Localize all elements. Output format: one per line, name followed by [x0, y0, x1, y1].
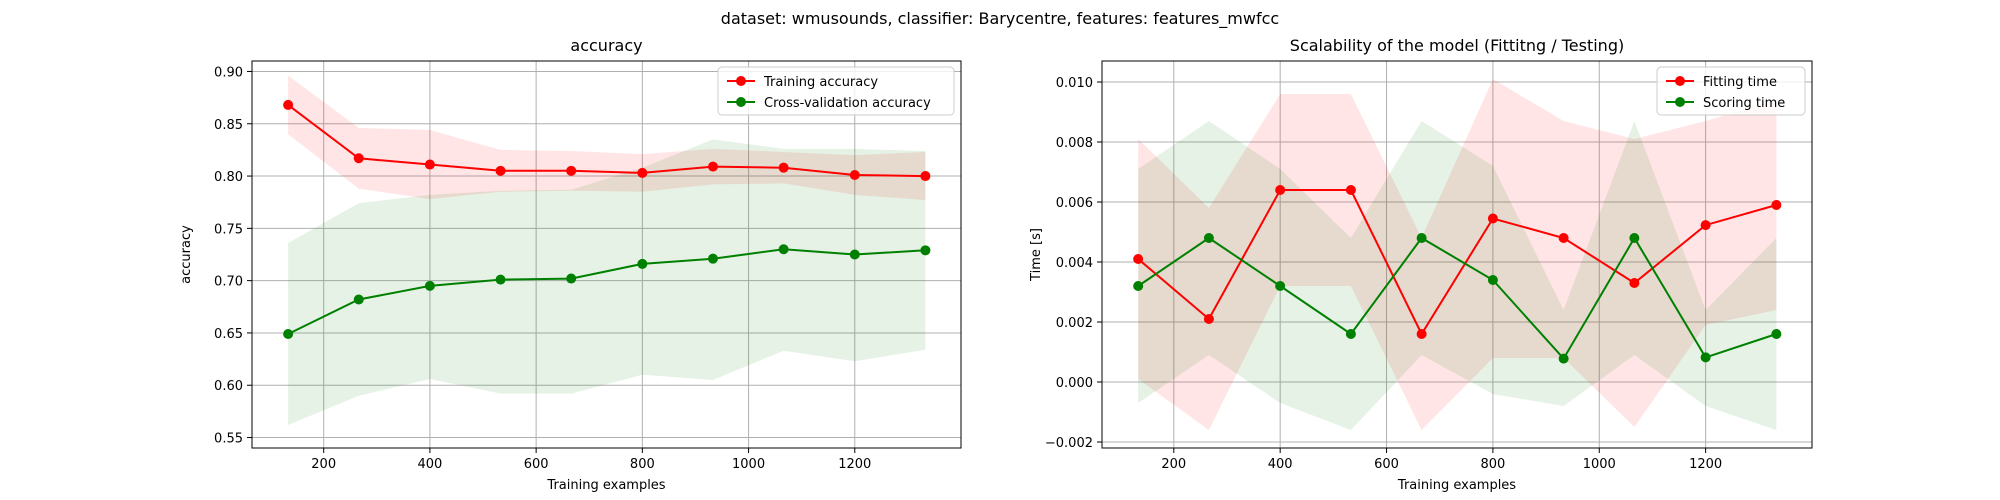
legend: Fitting time Scoring time: [1656, 66, 1806, 116]
data-point: [1345, 185, 1356, 195]
figure-suptitle: dataset: wmusounds, classifier: Barycent…: [721, 9, 1279, 29]
series-line-2: [1137, 236, 1777, 361]
data-point: [778, 244, 789, 255]
y-tick-label: 0.85: [214, 118, 243, 133]
x-axis-label: Training examples: [546, 478, 665, 493]
data-point: [1133, 281, 1144, 291]
legend-label: Scoring time: [1703, 96, 1785, 111]
legend: Training accuracy Cross-validation accura…: [717, 66, 955, 116]
y-tick-label: 0.008: [1056, 136, 1093, 151]
data-point: [1700, 220, 1711, 231]
data-point: [1416, 233, 1427, 243]
data-point: [849, 170, 860, 181]
x-tick-label: 400: [1268, 457, 1293, 472]
x-tick-label: 800: [630, 457, 655, 472]
data-point: [1203, 233, 1214, 243]
y-tick-label: 0.75: [214, 222, 243, 237]
data-point: [920, 245, 931, 256]
data-point: [424, 159, 435, 170]
x-tick-label: 200: [1161, 457, 1186, 472]
y-tick-label: 0.70: [214, 275, 243, 290]
legend-box: [717, 66, 955, 116]
data-point: [637, 167, 648, 178]
data-point: [566, 165, 577, 176]
legend-marker: [736, 97, 746, 107]
x-tick-label: 1000: [1583, 457, 1616, 472]
legend-label: Training accuracy: [763, 75, 878, 90]
legend-label: Cross-validation accuracy: [764, 96, 931, 111]
x-tick-label: 1000: [732, 457, 765, 472]
data-point: [707, 161, 718, 172]
y-tick-label: 0.000: [1056, 376, 1093, 391]
data-point: [1771, 329, 1782, 339]
y-tick-label: 0.55: [214, 432, 243, 447]
data-point: [1133, 254, 1144, 264]
plot-frame: [251, 60, 962, 449]
data-point: [1700, 352, 1711, 363]
data-point: [353, 294, 364, 305]
y-tick-label: 0.006: [1056, 196, 1093, 211]
y-axis-label: accuracy: [179, 225, 194, 284]
x-tick-label: 800: [1480, 457, 1505, 472]
series-line-1: [1137, 189, 1777, 337]
chart-title: accuracy: [570, 36, 642, 55]
data-point: [1416, 329, 1427, 339]
legend-marker: [1675, 97, 1685, 107]
y-tick-label: 0.002: [1056, 316, 1093, 331]
data-point: [283, 99, 294, 110]
series-band-1: [288, 75, 926, 201]
chart-1: 200 400 600 800 1000 1200 0.55 0.60 0.65 0.70 0.75…: [179, 36, 962, 493]
x-axis-label: Training examples: [1397, 478, 1516, 493]
data-point: [1558, 353, 1569, 364]
data-point: [353, 153, 364, 164]
chart-title: Scalability of the model (Fittitng / Tes…: [1290, 36, 1624, 55]
data-point: [1275, 281, 1286, 291]
data-point: [707, 253, 718, 264]
data-point: [849, 249, 860, 260]
data-point: [1275, 185, 1286, 195]
y-tick-label: 0.010: [1056, 76, 1093, 91]
data-point: [1345, 329, 1356, 339]
x-tick-label: 1200: [1689, 457, 1722, 472]
series-band-2: [288, 139, 926, 425]
y-tick-label: 0.90: [214, 65, 243, 80]
x-tick-label: 600: [524, 457, 549, 472]
legend-marker: [736, 76, 746, 86]
data-point: [1771, 200, 1782, 210]
y-tick-label: 0.65: [214, 327, 243, 342]
legend-label: Fitting time: [1703, 75, 1777, 90]
data-point: [778, 162, 789, 173]
data-point: [283, 328, 294, 339]
y-tick-label: 0.60: [214, 379, 243, 394]
y-tick-label: −0.002: [1045, 436, 1093, 451]
y-tick-label: 0.004: [1056, 256, 1093, 271]
x-tick-label: 1200: [838, 457, 871, 472]
data-point: [495, 274, 506, 285]
data-point: [1629, 233, 1640, 243]
legend-marker: [1675, 76, 1685, 86]
data-point: [637, 258, 648, 269]
data-point: [1558, 233, 1569, 243]
data-point: [920, 171, 931, 182]
data-point: [566, 273, 577, 284]
data-point: [424, 280, 435, 291]
series-line-1: [287, 104, 926, 178]
chart-2: 200 400 600 800 1000 1200 −0.002 0.000 0.002 0.00…: [1029, 36, 1813, 493]
y-axis-label: Time [s]: [1029, 228, 1044, 282]
data-point: [1203, 314, 1214, 324]
data-point: [1629, 278, 1640, 288]
x-tick-label: 400: [417, 457, 442, 472]
data-point: [495, 165, 506, 176]
series-line-2: [287, 248, 926, 335]
plot-frame: [1101, 60, 1813, 449]
x-tick-label: 200: [311, 457, 336, 472]
data-point: [1487, 275, 1498, 285]
data-point: [1487, 213, 1498, 224]
y-tick-label: 0.80: [214, 170, 243, 185]
x-tick-label: 600: [1374, 457, 1399, 472]
series-band-1: [1138, 79, 1777, 430]
